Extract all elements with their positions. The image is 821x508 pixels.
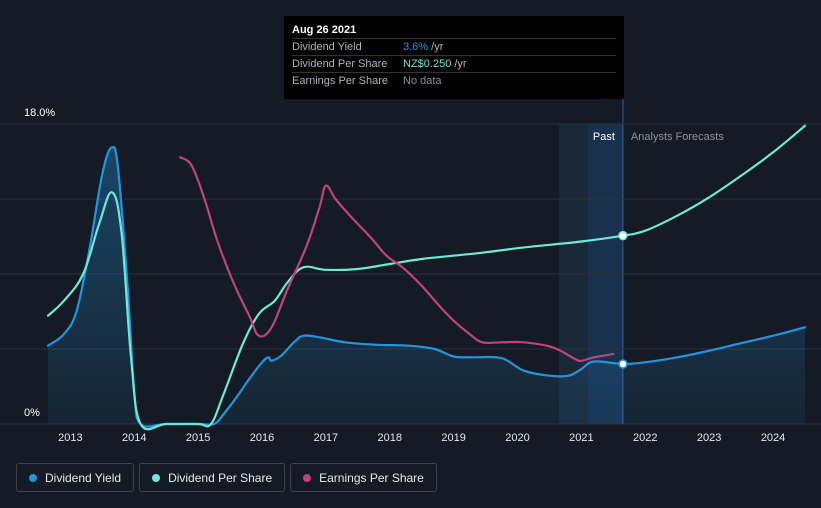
past-label: Past [593, 131, 615, 143]
y-axis-max-label: 18.0% [24, 107, 55, 119]
tooltip-row-value: 3.6% [403, 41, 429, 53]
x-axis-tick-label: 2022 [633, 432, 657, 444]
tooltip-row-unit: /yr [451, 58, 467, 70]
x-axis-tick-label: 2019 [441, 432, 465, 444]
legend-dot-icon [29, 473, 37, 482]
x-axis-tick-label: 2015 [186, 432, 210, 444]
tooltip-row-value-wrap: 3.6% /yr [403, 39, 443, 55]
marker-dividend-yield [618, 359, 628, 369]
tooltip-row-name: Dividend Per Share [292, 58, 388, 70]
tooltip-row-unit: /yr [428, 41, 444, 53]
tooltip-row-dividend-per-share: Dividend Per Share NZ$0.250 /yr [292, 55, 616, 72]
tooltip-row-name: Dividend Yield [292, 41, 362, 53]
x-axis-tick-label: 2023 [697, 432, 721, 444]
analysts-forecasts-label: Analysts Forecasts [631, 131, 724, 143]
x-axis-tick-label: 2018 [378, 432, 402, 444]
y-axis-min-label: 0% [24, 407, 40, 419]
x-axis-tick-label: 2013 [58, 432, 82, 444]
legend-label: Earnings Per Share [319, 470, 424, 485]
series-line-dividend-per-share [46, 124, 807, 431]
legend-label: Dividend Yield [45, 470, 122, 485]
marker-dividend-per-share [618, 230, 628, 241]
legend-item-dividend-yield[interactable]: Dividend Yield [16, 463, 135, 492]
tooltip-row-name: Earnings Per Share [292, 75, 388, 87]
legend-label: Dividend Per Share [168, 470, 273, 485]
tooltip-row-value-wrap: No data [403, 73, 442, 89]
tooltip-row-value: NZ$0.250 [403, 58, 452, 70]
tooltip-row-dividend-yield: Dividend Yield 3.6% /yr [292, 38, 616, 55]
series-line-earnings-per-share [179, 156, 615, 363]
legend-item-dividend-per-share[interactable]: Dividend Per Share [139, 463, 286, 492]
legend-dot-icon [303, 473, 312, 482]
x-axis-tick-label: 2016 [250, 432, 274, 444]
series-line-dividend-yield [46, 145, 807, 428]
chart-legend: Dividend Yield Dividend Per Share Earnin… [16, 463, 437, 492]
tooltip-row-value: No data [403, 75, 442, 87]
tooltip-date: Aug 26 2021 [292, 24, 357, 36]
legend-item-earnings-per-share[interactable]: Earnings Per Share [290, 463, 437, 492]
chart-tooltip: Aug 26 2021 Dividend Yield 3.6% /yr Divi… [284, 16, 624, 99]
x-axis-tick-label: 2020 [505, 432, 529, 444]
legend-dot-icon [152, 473, 161, 482]
x-axis-tick-label: 2024 [761, 432, 785, 444]
series-area-dividend-yield [48, 147, 805, 427]
x-axis-tick-label: 2017 [314, 432, 338, 444]
x-axis-tick-label: 2021 [569, 432, 593, 444]
chart-plot[interactable]: 18.0% 0% Past Analysts Forecasts 2013 2014 201… [0, 0, 821, 460]
x-axis-tick-label: 2014 [122, 432, 146, 444]
tooltip-row-earnings-per-share: Earnings Per Share No data [292, 72, 616, 89]
tooltip-row-value-wrap: NZ$0.250 /yr [403, 56, 467, 72]
